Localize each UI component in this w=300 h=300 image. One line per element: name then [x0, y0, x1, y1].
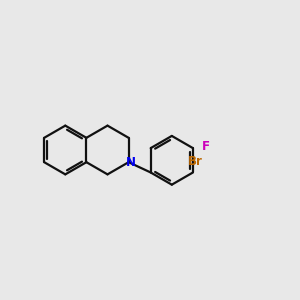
Text: F: F [201, 140, 209, 153]
Text: N: N [126, 156, 136, 169]
Text: Br: Br [188, 155, 203, 168]
